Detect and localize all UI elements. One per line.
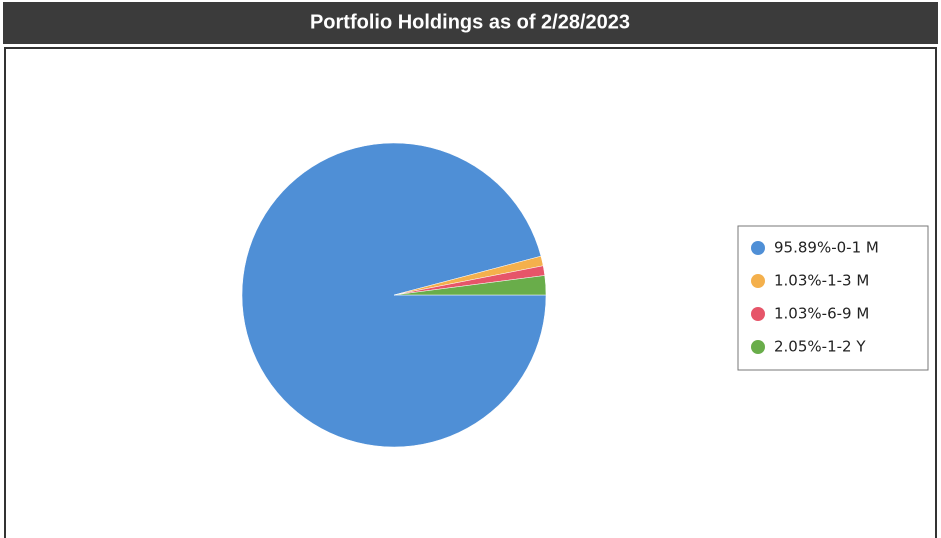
legend-label: 1.03%-1-3 M <box>774 272 869 290</box>
legend-marker <box>751 307 765 321</box>
legend-label: 1.03%-6-9 M <box>774 305 869 323</box>
legend-marker <box>751 274 765 288</box>
legend-label: 2.05%-1-2 Y <box>774 338 866 356</box>
title-bar <box>3 2 938 44</box>
pie-slice <box>393 275 547 296</box>
legend-box <box>737 225 929 371</box>
legend-marker <box>751 241 765 255</box>
chart-frame <box>4 47 937 538</box>
legend-label: 95.89%-0-1 M <box>774 239 879 257</box>
legend-marker <box>751 340 765 354</box>
chart-title: Portfolio Holdings as of 2/28/2023 <box>310 11 630 33</box>
